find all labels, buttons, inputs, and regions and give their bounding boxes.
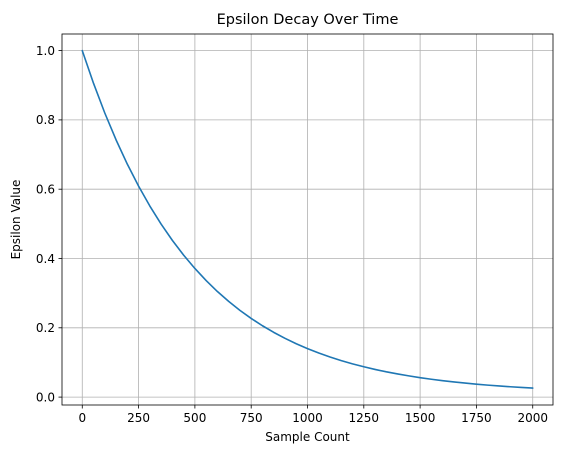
x-tick-label: 1750	[461, 411, 492, 425]
y-tick-label: 0.2	[36, 321, 55, 335]
series-line	[81, 49, 534, 389]
y-tick-label: 1.0	[36, 44, 55, 58]
chart-title: Epsilon Decay Over Time	[217, 12, 399, 28]
y-axis-ticks: 0.0 0.2 0.4 0.6 0.8 1.0	[36, 44, 62, 404]
x-tick-label: 1250	[349, 411, 380, 425]
x-tick-label: 1000	[292, 411, 323, 425]
y-tick-label: 0.6	[36, 182, 55, 196]
y-axis-label: Epsilon Value	[9, 180, 23, 260]
y-tick-label: 0.0	[36, 390, 55, 404]
y-tick-label: 0.8	[36, 113, 55, 127]
x-tick-label: 2000	[517, 411, 548, 425]
series-layer	[81, 49, 534, 389]
y-tick-label: 0.4	[36, 252, 55, 266]
x-tick-label: 1500	[405, 411, 436, 425]
x-tick-label: 0	[78, 411, 86, 425]
x-tick-label: 500	[183, 411, 206, 425]
x-axis-ticks: 0 250 500 750 1000 1250 1500 1750 2000	[78, 405, 548, 425]
x-axis-label: Sample Count	[265, 430, 350, 444]
x-tick-label: 250	[127, 411, 150, 425]
grid-layer	[62, 34, 553, 405]
x-tick-label: 750	[240, 411, 263, 425]
